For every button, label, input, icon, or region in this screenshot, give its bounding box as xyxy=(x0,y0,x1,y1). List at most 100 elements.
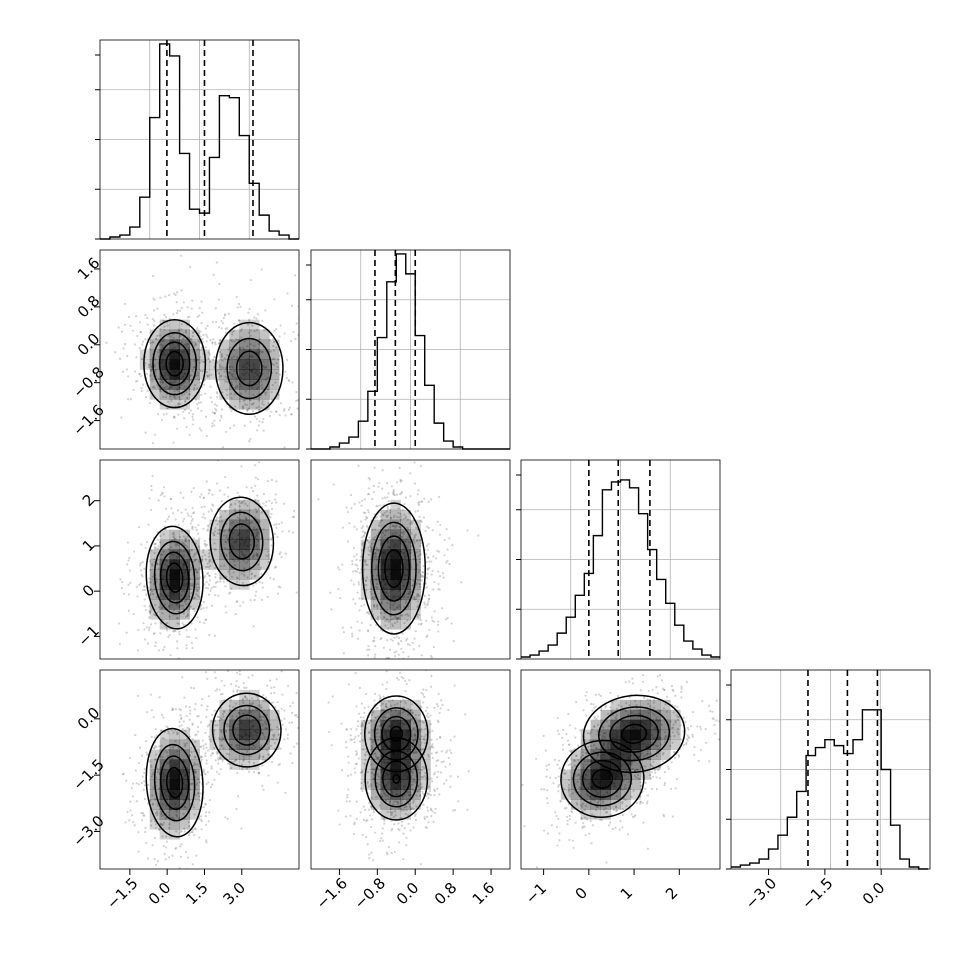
density-cell xyxy=(400,579,411,590)
scatter-point xyxy=(161,553,164,556)
scatter-point xyxy=(143,628,146,631)
scatter-point xyxy=(436,776,439,779)
scatter-point xyxy=(149,374,152,377)
scatter-point xyxy=(374,831,377,834)
scatter-point xyxy=(162,716,165,719)
scatter-point xyxy=(284,414,287,417)
scatter-point xyxy=(360,771,363,774)
scatter-point xyxy=(424,733,428,736)
scatter-point xyxy=(281,530,284,533)
scatter-point xyxy=(409,829,412,832)
scatter-point xyxy=(251,489,255,493)
scatter-point xyxy=(187,613,190,616)
scatter-point xyxy=(357,734,360,737)
scatter-point xyxy=(382,646,385,649)
scatter-point xyxy=(172,535,175,538)
scatter-point xyxy=(202,334,205,337)
scatter-point xyxy=(168,823,171,826)
scatter-point xyxy=(251,324,254,327)
scatter-point xyxy=(276,365,279,369)
scatter-point xyxy=(440,750,443,753)
scatter-point xyxy=(422,721,425,724)
scatter-point xyxy=(245,686,248,689)
density-cell xyxy=(159,819,171,830)
scatter-point xyxy=(400,479,403,482)
scatter-point xyxy=(426,572,429,575)
scatter-point xyxy=(257,342,261,346)
scatter-point xyxy=(183,417,186,420)
scatter-point xyxy=(186,614,189,617)
scatter-point xyxy=(199,369,202,372)
scatter-point xyxy=(204,544,207,548)
scatter-point xyxy=(364,560,367,564)
scatter-point xyxy=(268,414,272,418)
scatter-point xyxy=(427,526,431,529)
scatter-point xyxy=(220,729,223,732)
density-cell xyxy=(259,529,270,540)
scatter-point xyxy=(287,684,290,687)
scatter-point xyxy=(129,324,132,327)
scatter-point xyxy=(157,567,160,570)
density-cell xyxy=(179,559,190,570)
density-cell xyxy=(169,759,180,770)
scatter-point xyxy=(416,790,419,793)
scatter-point xyxy=(210,587,213,590)
scatter-point xyxy=(192,511,196,514)
scatter-point xyxy=(141,775,144,778)
plot-area xyxy=(317,461,480,659)
scatter-point xyxy=(412,801,415,804)
scatter-point xyxy=(216,715,219,719)
scatter-point xyxy=(397,616,400,619)
scatter-point xyxy=(413,461,416,464)
scatter-point xyxy=(453,684,456,687)
scatter-point xyxy=(392,815,395,818)
scatter-point xyxy=(146,389,149,392)
scatter-point xyxy=(260,706,263,709)
scatter-point xyxy=(389,807,392,811)
density-cell xyxy=(189,379,200,390)
scatter-point xyxy=(210,509,214,513)
scatter-point xyxy=(168,293,171,297)
scatter-point xyxy=(235,295,238,299)
density-cell xyxy=(229,349,240,360)
scatter-point xyxy=(415,539,418,542)
scatter-point xyxy=(203,517,206,520)
scatter-point xyxy=(418,579,422,582)
scatter-point xyxy=(134,769,137,772)
scatter-point xyxy=(198,836,201,839)
scatter-point xyxy=(174,543,177,546)
scatter-point xyxy=(114,351,117,354)
scatter-point xyxy=(191,738,194,741)
scatter-point xyxy=(154,542,157,546)
scatter-point xyxy=(293,745,296,748)
scatter-point xyxy=(169,335,172,338)
density-cell xyxy=(169,779,180,790)
scatter-point xyxy=(200,704,203,707)
scatter-point xyxy=(354,771,357,774)
scatter-point xyxy=(245,767,249,770)
scatter-point xyxy=(199,756,202,759)
scatter-point xyxy=(364,808,367,811)
density-cell xyxy=(149,389,161,400)
density-cell xyxy=(249,699,260,711)
scatter-point xyxy=(225,752,228,756)
scatter-point xyxy=(262,733,265,736)
scatter-point xyxy=(294,714,297,717)
scatter-point xyxy=(268,557,271,560)
scatter-point xyxy=(375,505,378,508)
scatter-point xyxy=(172,313,175,316)
scatter-point xyxy=(234,387,237,390)
scatter-point xyxy=(394,526,397,530)
scatter-point xyxy=(390,829,393,832)
density-cell xyxy=(269,729,280,741)
scatter-point xyxy=(237,500,240,503)
scatter-point xyxy=(432,588,435,591)
scatter-point xyxy=(178,816,181,820)
scatter-point xyxy=(143,567,146,570)
scatter-point xyxy=(155,337,158,340)
scatter-point xyxy=(196,792,200,795)
scatter-point xyxy=(183,517,186,520)
scatter-point xyxy=(420,741,423,744)
scatter-point xyxy=(412,751,416,755)
scatter-point xyxy=(444,618,448,621)
